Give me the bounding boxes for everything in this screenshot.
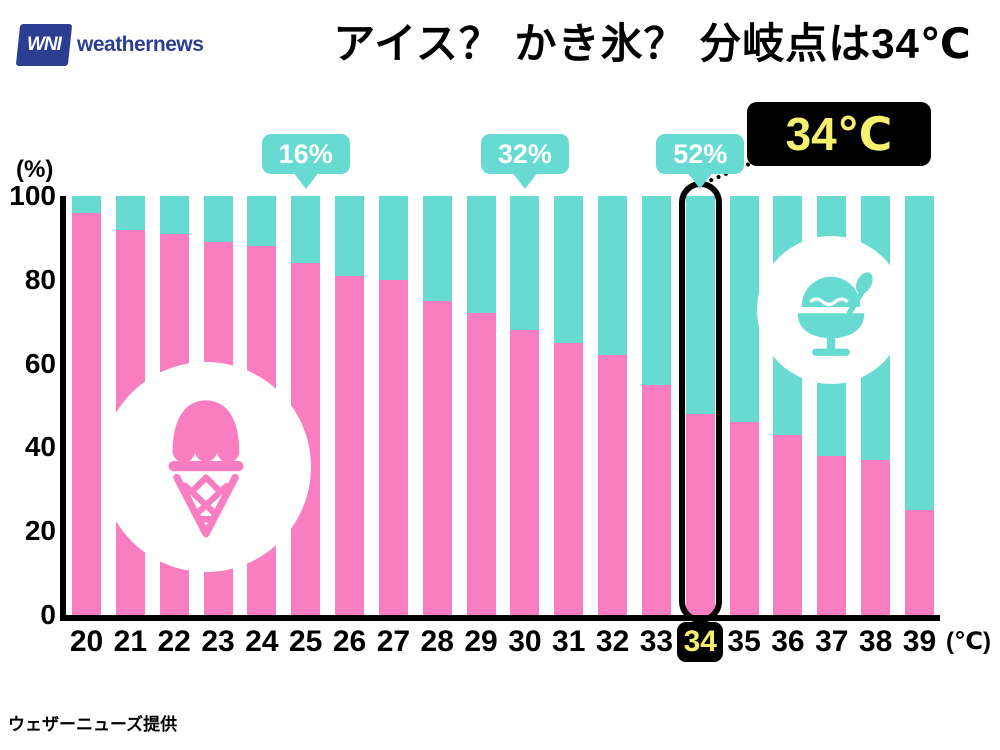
bar-segment-shaved-ice-24 (247, 196, 277, 247)
bar-segment-shaved-ice-28 (422, 196, 452, 301)
callout-pointer-34 (687, 172, 714, 189)
bar-segment-shaved-ice-21 (115, 196, 145, 230)
y-tick-60: 60 (24, 347, 56, 379)
y-tick-0: 0 (40, 599, 56, 630)
x-tick-30: 30 (508, 625, 542, 658)
x-tick-26: 26 (332, 625, 367, 658)
callout-25: 16% (261, 134, 350, 174)
x-tick-34-highlighted: 34 (677, 622, 724, 662)
x-tick-20: 20 (69, 625, 104, 658)
x-tick-35: 35 (727, 625, 761, 658)
x-tick-21: 21 (113, 625, 148, 658)
bar-segment-shaved-ice-31 (554, 196, 584, 343)
y-tick-80: 80 (24, 263, 56, 295)
y-tick-20: 20 (24, 515, 56, 547)
x-axis-unit-label: (℃) (946, 628, 992, 655)
ice-cream-badge-circle (101, 362, 311, 572)
bar-segment-ice-cream-31 (554, 342, 584, 615)
bar-segment-ice-cream-32 (598, 355, 628, 615)
bar-segment-shaved-ice-30 (510, 196, 540, 331)
x-tick-27: 27 (376, 625, 411, 658)
weathernews-logo: WNI weathernews (15, 24, 204, 66)
callout-pointer-25 (292, 172, 319, 189)
bar-segment-shaved-ice-27 (378, 196, 408, 280)
shaved-ice-icon (781, 258, 881, 363)
logo-wordmark: weathernews (77, 33, 204, 56)
bar-segment-ice-cream-36 (773, 434, 803, 615)
x-tick-36: 36 (771, 625, 805, 658)
x-tick-25: 25 (289, 625, 323, 658)
x-tick-23: 23 (201, 625, 235, 658)
bar-segment-shaved-ice-22 (159, 196, 189, 234)
bar-segment-ice-cream-38 (861, 459, 891, 615)
callout-pointer-30 (511, 172, 538, 189)
y-tick-40: 40 (24, 431, 56, 463)
ice-cream-icon (150, 390, 262, 545)
x-tick-22: 22 (157, 625, 191, 658)
bar-segment-ice-cream-29 (466, 313, 496, 615)
y-axis-unit-label: (%) (16, 156, 54, 183)
bar-segment-shaved-ice-25 (291, 196, 321, 264)
chart-axes-frame (60, 196, 940, 621)
bar-segment-shaved-ice-32 (598, 196, 628, 356)
weathernews-logo-icon: WNI (15, 24, 73, 66)
x-tick-29: 29 (464, 625, 498, 658)
x-tick-37: 37 (815, 625, 849, 658)
temperature-badge: 34℃ (747, 102, 931, 166)
x-tick-24: 24 (245, 625, 279, 658)
shaved-ice-badge-circle (757, 236, 905, 384)
callout-30: 32% (480, 134, 569, 174)
bar-segment-ice-cream-26 (335, 275, 365, 615)
bar-segment-shaved-ice-33 (641, 196, 671, 385)
x-tick-39: 39 (902, 625, 937, 658)
logo-mark-text: WNI (27, 34, 61, 55)
bar-segment-shaved-ice-26 (335, 196, 365, 276)
credit-text: ウェザーニューズ提供 (8, 715, 178, 734)
bar-segment-ice-cream-39 (904, 510, 934, 615)
bar-segment-ice-cream-33 (641, 384, 671, 615)
x-tick-33: 33 (639, 625, 674, 658)
bar-segment-shaved-ice-20 (72, 196, 101, 213)
x-tick-28: 28 (420, 625, 454, 658)
bar-segment-ice-cream-35 (729, 422, 759, 615)
x-tick-38: 38 (858, 625, 893, 658)
y-tick-100: 100 (9, 180, 56, 211)
bar-segment-ice-cream-34 (685, 413, 715, 615)
bar-segment-shaved-ice-39 (904, 196, 934, 511)
bar-segment-ice-cream-27 (378, 279, 408, 615)
bar-segment-shaved-ice-34 (685, 196, 715, 414)
bar-segment-shaved-ice-35 (729, 196, 759, 423)
highlight-capsule-34 (678, 181, 722, 623)
callout-34: 52% (656, 134, 745, 174)
x-tick-31: 31 (552, 625, 586, 658)
bar-segment-ice-cream-37 (817, 455, 847, 615)
bar-segment-ice-cream-28 (422, 300, 452, 615)
bar-segment-ice-cream-30 (510, 330, 540, 615)
bar-segment-ice-cream-20 (72, 212, 101, 615)
page-title: アイス？ かき氷？ 分岐点は34℃ (333, 20, 972, 67)
x-tick-32: 32 (595, 625, 630, 658)
bar-segment-shaved-ice-29 (466, 196, 496, 314)
bar-segment-shaved-ice-23 (203, 196, 233, 243)
